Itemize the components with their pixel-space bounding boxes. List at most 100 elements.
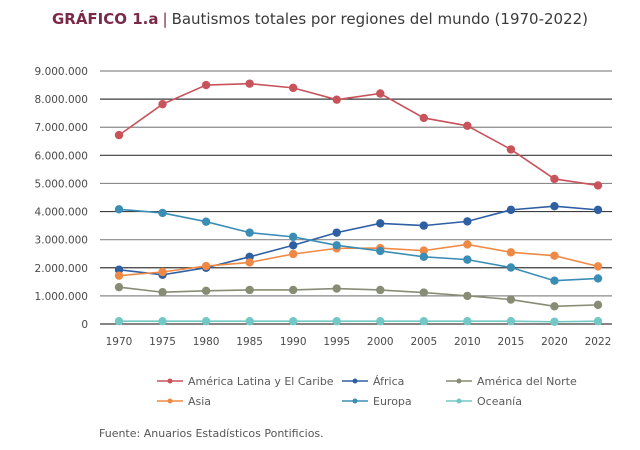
data-point: [201, 80, 211, 90]
chart-title: GRÁFICO 1.a | Bautismos totales por region…: [0, 10, 640, 28]
y-tick-label: 8.000.000: [35, 94, 88, 106]
x-tick-label: 1970: [106, 336, 133, 348]
data-point: [245, 316, 254, 326]
source-note: Fuente: Anuarios Estadísticos Pontificio…: [99, 427, 324, 440]
chart-title-text: Bautismos totales por regiones del mundo…: [171, 10, 589, 28]
legend-label: Europa: [373, 395, 412, 408]
data-point: [593, 205, 603, 215]
data-point: [506, 205, 516, 215]
data-point: [550, 174, 559, 184]
data-point: [376, 246, 385, 256]
data-point: [114, 271, 124, 280]
data-point: [376, 316, 385, 326]
data-point: [332, 95, 341, 104]
legend: América Latina y El Caribe África América …: [157, 375, 577, 408]
data-point: [114, 130, 124, 140]
data-point: [419, 288, 429, 297]
data-point: [419, 316, 429, 326]
data-point: [506, 145, 516, 154]
data-point: [506, 248, 516, 257]
data-point: [288, 285, 298, 295]
data-point: [593, 181, 603, 190]
data-point: [550, 302, 559, 311]
data-point: [419, 246, 429, 255]
y-tick-label: 0: [81, 319, 88, 331]
data-point: [332, 316, 341, 326]
data-point: [201, 261, 211, 271]
data-point: [419, 113, 429, 123]
series-line: [118, 286, 599, 308]
x-tick-label: 2015: [498, 336, 525, 348]
data-point: [419, 252, 429, 262]
legend-item: América Latina y El Caribe: [157, 375, 334, 388]
x-tick-label: 1990: [280, 336, 307, 348]
x-tick-label: 1995: [323, 336, 350, 348]
line-chart: 0 1.000.000 2.000.000 3.000.000 4.000.000 5.0…: [35, 66, 612, 408]
y-tick-label: 9.000.000: [35, 66, 88, 78]
data-point: [506, 295, 516, 304]
x-tick-label: 1975: [149, 336, 176, 348]
data-point: [550, 202, 559, 211]
chart-number: GRÁFICO 1.a: [51, 10, 159, 28]
data-point: [332, 228, 341, 237]
data-point: [463, 255, 472, 264]
y-tick-label: 6.000.000: [35, 150, 88, 162]
legend-marker: [167, 378, 173, 384]
data-point: [288, 232, 298, 242]
data-point: [245, 258, 254, 267]
legend-item: África: [342, 375, 404, 388]
x-tick-label: 2000: [367, 336, 394, 348]
data-point: [463, 316, 472, 326]
data-point: [114, 316, 124, 326]
data-point: [332, 241, 341, 250]
data-point: [201, 217, 211, 226]
series-europa: [114, 205, 603, 285]
legend-label: Asia: [188, 395, 211, 408]
data-point: [158, 99, 167, 109]
data-point: [201, 286, 211, 296]
data-point: [201, 316, 211, 326]
x-tick-label: 2020: [541, 336, 568, 348]
series-ocean-a: [114, 316, 603, 326]
data-point: [593, 274, 603, 283]
data-point: [288, 83, 298, 93]
legend-item: Europa: [342, 395, 412, 408]
data-point: [463, 121, 472, 131]
data-point: [114, 265, 124, 274]
legend-item: Asia: [157, 395, 211, 408]
x-tick-label: 2022: [585, 336, 612, 348]
series-am-rica-del-norte: [114, 282, 603, 311]
series-asia: [114, 240, 603, 280]
data-point: [463, 240, 472, 249]
series-line: [119, 320, 599, 323]
legend-label: África: [373, 375, 404, 388]
y-tick-label: 2.000.000: [35, 263, 88, 275]
y-tick-label: 7.000.000: [35, 122, 88, 134]
data-point: [463, 291, 472, 301]
x-axis-labels: 1970 1975 1980 1985 1990 1995 2000 2005 2010 2015…: [106, 336, 612, 348]
data-point: [593, 316, 603, 326]
series-line: [118, 205, 599, 276]
data-point: [245, 228, 254, 237]
data-point: [550, 317, 559, 326]
y-tick-label: 1.000.000: [35, 291, 88, 303]
series-line: [118, 82, 599, 187]
data-point: [506, 316, 516, 326]
legend-marker: [352, 398, 358, 404]
data-point: [419, 221, 429, 230]
data-point: [288, 316, 298, 326]
y-tick-label: 3.000.000: [35, 235, 88, 247]
legend-item: Oceanía: [446, 395, 522, 408]
legend-label: América Latina y El Caribe: [188, 375, 334, 388]
data-point: [463, 217, 472, 226]
legend-marker: [167, 398, 173, 404]
legend-marker: [456, 398, 462, 404]
data-point: [376, 219, 385, 228]
data-point: [245, 79, 254, 88]
legend-item: América del Norte: [446, 375, 577, 388]
x-tick-label: 2010: [454, 336, 481, 348]
data-point: [288, 249, 298, 259]
data-point: [114, 205, 124, 214]
data-point: [376, 285, 385, 295]
x-tick-label: 2005: [410, 336, 437, 348]
